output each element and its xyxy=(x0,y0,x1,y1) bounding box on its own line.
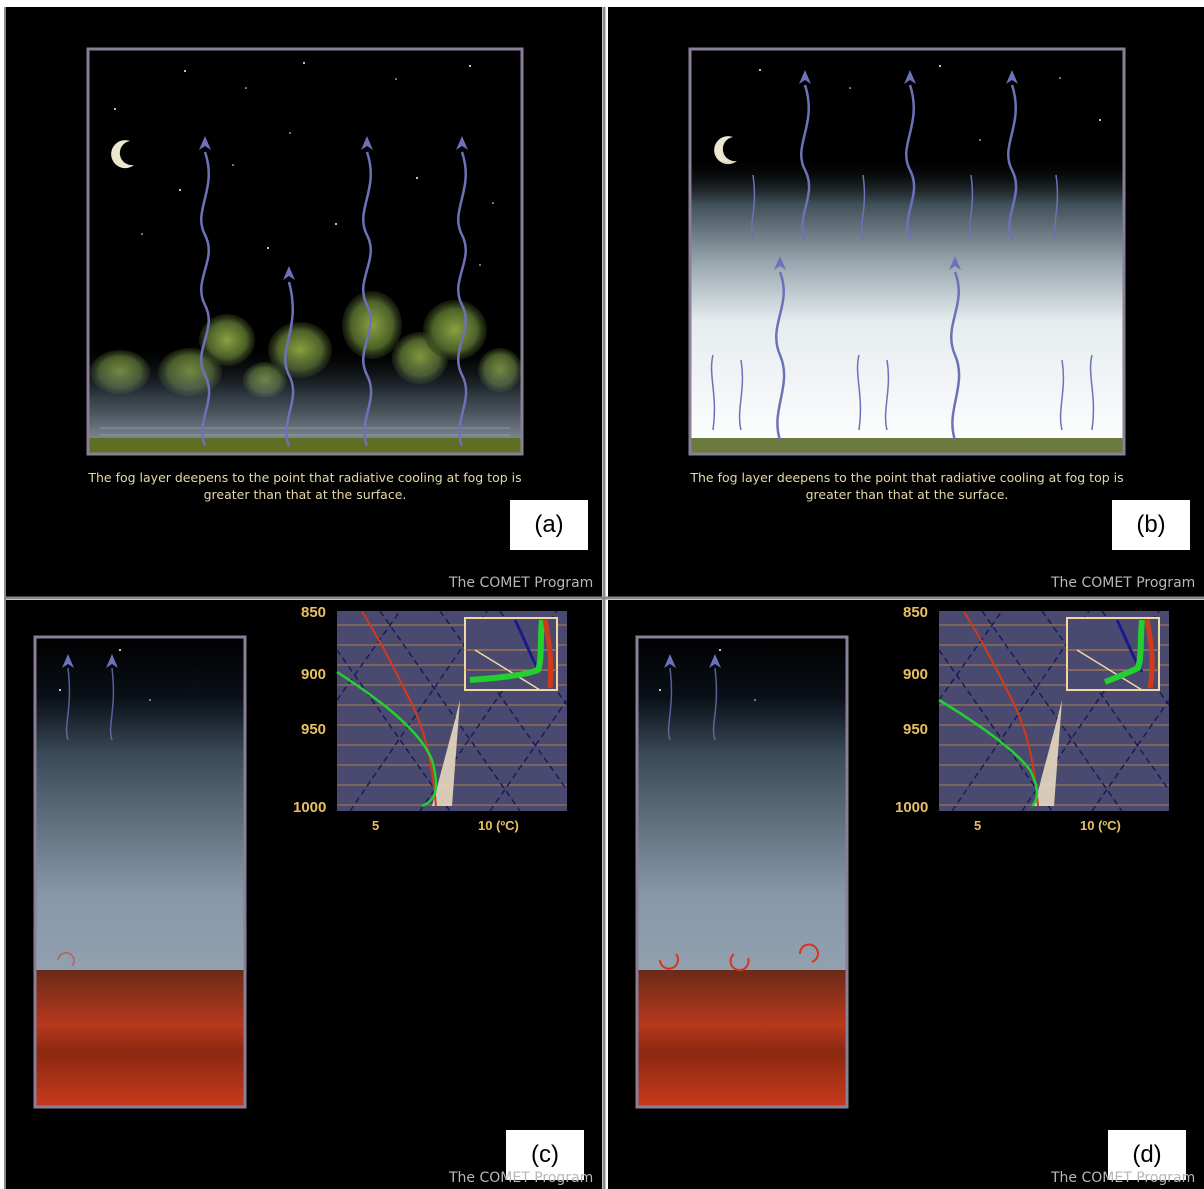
credit-a: The COMET Program xyxy=(449,575,593,591)
skewt-d-xtick-5: 5 xyxy=(974,818,981,833)
skewt-c-ytick-950: 950 xyxy=(301,721,326,738)
skewt-c-ytick-900: 900 xyxy=(301,666,326,683)
credit-b: The COMET Program xyxy=(1051,575,1195,591)
skewt-d-ytick-1000: 1000 xyxy=(895,799,928,816)
skewt-c-xtick-10: 10 (ºC) xyxy=(478,818,519,833)
caption-a: The fog layer deepens to the point that … xyxy=(70,469,540,503)
credit-c: The COMET Program xyxy=(449,1170,593,1186)
caption-b: The fog layer deepens to the point that … xyxy=(672,469,1142,503)
scene-b xyxy=(690,49,1124,454)
scene-a xyxy=(88,49,522,454)
scene-c xyxy=(35,637,245,1107)
skewt-c-ytick-850: 850 xyxy=(301,604,326,621)
skewt-d-xtick-10: 10 (ºC) xyxy=(1080,818,1121,833)
skewt-d-ytick-950: 950 xyxy=(903,721,928,738)
scene-d xyxy=(637,637,847,1107)
credit-d: The COMET Program xyxy=(1051,1170,1195,1186)
skewt-c xyxy=(337,611,567,811)
panel-tag-b: (b) xyxy=(1112,500,1190,550)
panel-tag-a: (a) xyxy=(510,500,588,550)
skewt-d xyxy=(939,611,1169,811)
skewt-d-ytick-900: 900 xyxy=(903,666,928,683)
skewt-d-ytick-850: 850 xyxy=(903,604,928,621)
skewt-c-ytick-1000: 1000 xyxy=(293,799,326,816)
skewt-c-xtick-5: 5 xyxy=(372,818,379,833)
